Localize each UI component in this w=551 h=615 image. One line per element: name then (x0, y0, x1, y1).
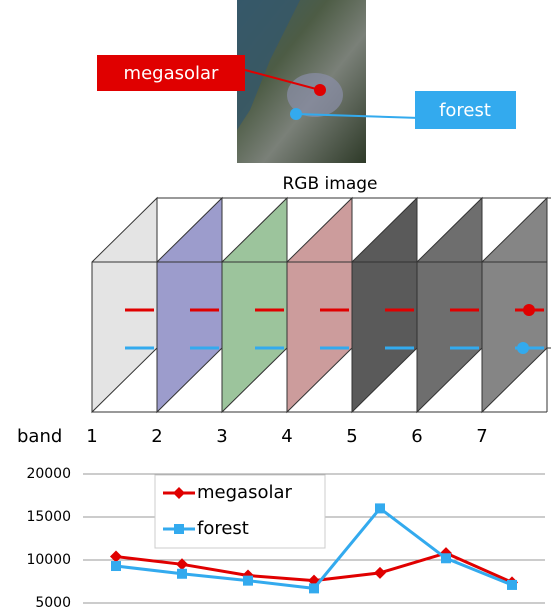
band-number: 7 (476, 426, 487, 447)
rgb-image: megasolar forest RGB image (97, 0, 516, 194)
marker (375, 503, 385, 513)
caption: RGB image (282, 174, 377, 194)
marker (111, 561, 121, 571)
band-plane (222, 198, 287, 412)
chart: 5000 10000 15000 20000 megasolar forest (26, 466, 545, 611)
marker (507, 580, 517, 590)
point-marker (290, 108, 302, 120)
band-label: band (17, 426, 62, 447)
marker (374, 567, 386, 579)
band-number: 2 (151, 426, 162, 447)
label: megasolar (124, 63, 219, 84)
band-number: 5 (346, 426, 357, 447)
y-tick-label: 10000 (26, 552, 71, 568)
figure: megasolar forest RGB image 1234567 band … (0, 0, 551, 611)
legend: megasolar forest (155, 475, 325, 548)
band-plane (417, 198, 482, 412)
y-tick-label: 20000 (26, 466, 71, 482)
band-plane (157, 198, 222, 412)
pixel-dot (523, 304, 535, 316)
band-number: 4 (281, 426, 292, 447)
band-number: 1 (86, 426, 97, 447)
y-tick-label: 15000 (26, 509, 71, 525)
pixel-dot (517, 342, 529, 354)
marker (309, 583, 319, 593)
band-plane (287, 198, 352, 412)
label: forest (439, 100, 491, 121)
marker (243, 576, 253, 586)
band-plane (352, 198, 417, 412)
band-plane (482, 198, 547, 412)
legend-label: megasolar (197, 482, 292, 503)
band-stack: 1 2 3 4 5 6 7 (86, 198, 551, 447)
band-number: 6 (411, 426, 422, 447)
band-number: 3 (216, 426, 227, 447)
marker (110, 551, 122, 563)
legend-label: forest (197, 518, 249, 539)
marker (177, 569, 187, 579)
band-plane (92, 198, 157, 412)
legend-marker (174, 524, 184, 534)
marker (441, 553, 451, 563)
point-marker (314, 84, 326, 96)
y-tick-label: 5000 (35, 595, 71, 611)
page: {"image": {"caption": "RGB image", "labe… (0, 0, 551, 615)
